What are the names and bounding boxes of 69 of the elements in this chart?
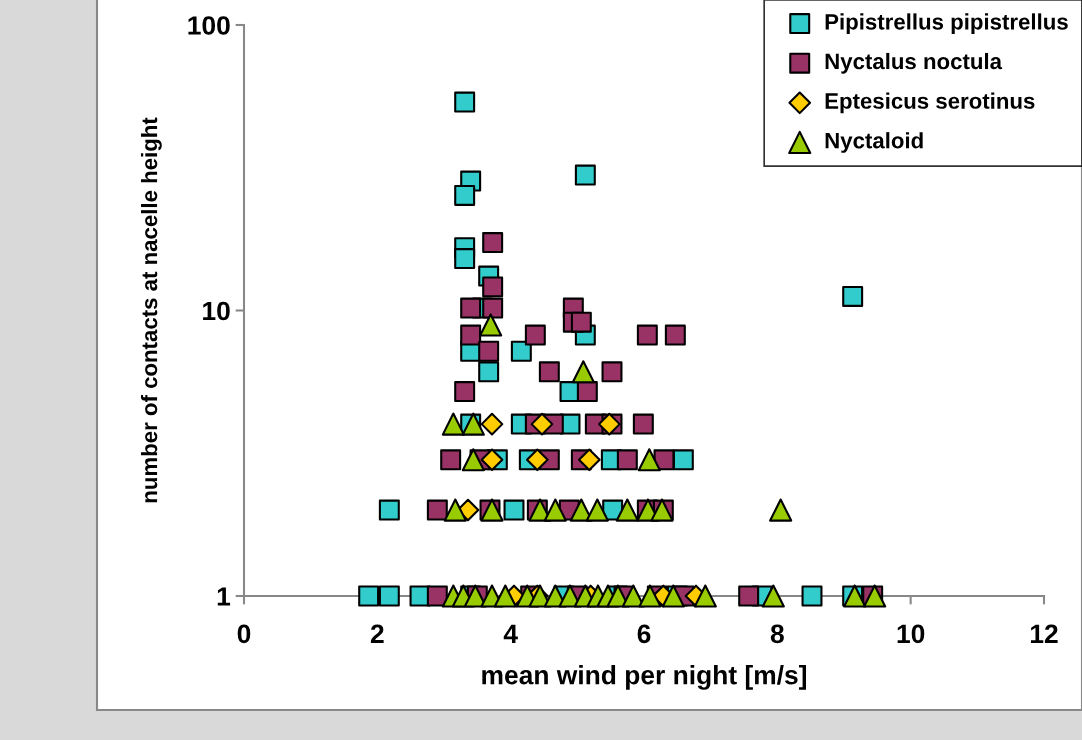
point <box>454 184 476 206</box>
legend-label: Nyctalus noctula <box>825 52 1003 74</box>
x-axis-title: mean wind per night [m/s] <box>482 665 806 690</box>
point <box>378 499 400 521</box>
point <box>482 276 504 298</box>
point <box>480 448 504 472</box>
point <box>576 381 598 403</box>
point <box>632 413 654 435</box>
point <box>661 584 685 608</box>
point <box>454 248 476 270</box>
point <box>441 412 465 436</box>
point <box>440 449 462 471</box>
point <box>461 448 485 472</box>
point <box>585 498 609 522</box>
legend-label: Pipistrellus pipistrellus <box>825 13 1068 35</box>
x-tick-label: 12 <box>1030 624 1058 643</box>
point <box>479 313 503 337</box>
point <box>769 498 793 522</box>
point <box>493 584 517 608</box>
point <box>574 164 596 186</box>
point <box>524 324 546 346</box>
point <box>738 585 760 607</box>
point <box>616 449 638 471</box>
y-tick-label: 100 <box>188 16 230 35</box>
point <box>480 412 504 436</box>
x-tick-label: 4 <box>503 624 518 643</box>
point <box>530 412 554 436</box>
x-tick-label: 10 <box>897 624 925 644</box>
point <box>482 297 504 319</box>
point <box>454 91 476 113</box>
point <box>538 361 560 383</box>
x-tick-label: 2 <box>370 624 384 643</box>
legend-label: Nyctaloid <box>825 132 923 153</box>
point <box>577 448 601 472</box>
point <box>638 584 662 608</box>
point <box>378 585 400 607</box>
point <box>621 584 645 608</box>
point <box>510 340 532 362</box>
point <box>672 449 694 471</box>
point <box>637 448 661 472</box>
point <box>426 499 448 521</box>
point <box>761 584 785 608</box>
y-tick-label: 10 <box>203 301 230 321</box>
point <box>636 324 658 346</box>
point <box>482 232 504 254</box>
point <box>460 324 482 346</box>
point <box>454 381 476 403</box>
legend-label: Eptesicus serotinus <box>825 92 1035 114</box>
point <box>478 340 500 362</box>
point <box>478 361 500 383</box>
point <box>570 311 592 333</box>
point <box>543 498 567 522</box>
x-tick-label: 6 <box>637 624 651 644</box>
point <box>801 585 823 607</box>
x-tick-label: 0 <box>237 624 251 644</box>
point <box>664 324 686 346</box>
point <box>571 360 595 384</box>
x-tick-label: 8 <box>770 624 784 644</box>
point <box>503 499 525 521</box>
point <box>443 498 467 522</box>
y-axis-title: number of contacts at nacelle height <box>140 117 162 503</box>
point <box>615 498 639 522</box>
point <box>460 297 482 319</box>
point <box>525 448 549 472</box>
point <box>358 585 380 607</box>
point <box>601 361 623 383</box>
point <box>693 584 717 608</box>
y-tick-label: 1 <box>217 587 231 606</box>
point <box>842 285 864 307</box>
